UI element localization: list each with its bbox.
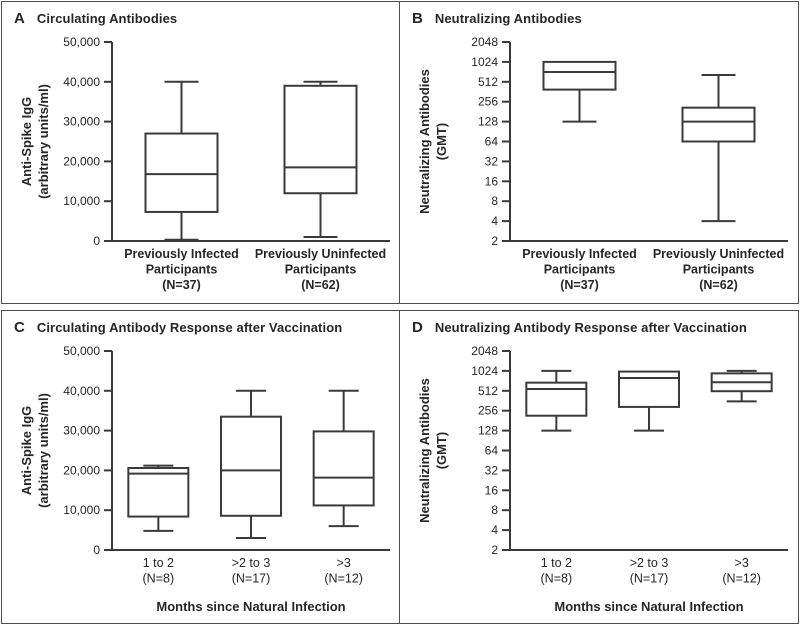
y-axis-label: (GMT) [434,432,449,470]
iqr-box [127,467,190,518]
panel-a-header: A Circulating Antibodies [2,2,399,32]
panel-b-letter: B [412,10,423,27]
category-label: 1 to 2 [541,556,572,570]
panel-a: A Circulating Antibodies 0 10,000 20,000 30… [1,1,400,304]
iqr-box [144,132,219,213]
iqr-box [312,430,375,507]
category-label: (N=12) [722,572,761,586]
category-label: (N=8) [143,572,175,586]
category-label: >3 [735,556,749,570]
category-label: (N=17) [630,572,669,586]
panel-b: B Neutralizing Antibodies 2 4 8 16 32 64 128 25… [400,1,799,304]
y-tick-label: 1024 [471,364,498,378]
category-label: Previously Uninfected [653,247,784,261]
y-tick-label: 128 [478,115,498,129]
y-tick-label: 10,000 [63,194,100,208]
y-axis-label: (arbitrary units/ml) [36,84,51,199]
panel-d: D Neutralizing Antibody Response after V… [400,310,799,624]
panel-c: C Circulating Antibody Response after Va… [1,310,400,624]
panel-c-header: C Circulating Antibody Response after Va… [2,311,399,341]
panel-b-boxplot: 2 4 8 16 32 64 128 256 512 1024 2048 Neutralizing A… [417,35,788,292]
y-tick-label: 50,000 [63,35,100,49]
panel-d-title: Neutralizing Antibody Response after Vac… [434,320,747,335]
y-axis-label: Neutralizing Antibodies [417,69,432,214]
y-tick-label: 256 [478,95,498,109]
y-tick-label: 40,000 [63,75,100,89]
y-axis-label: (GMT) [434,123,449,161]
panel-b-header: B Neutralizing Antibodies [400,2,798,32]
category-label: (N=37) [162,278,201,292]
iqr-box [283,84,358,195]
y-axis-label: Neutralizing Antibodies [417,378,432,523]
y-tick-label: 512 [478,384,498,398]
panel-d-header: D Neutralizing Antibody Response after V… [400,311,798,341]
y-axis-label: (arbitrary units/ml) [36,393,51,508]
iqr-box [525,381,588,417]
y-tick-label: 32 [485,463,499,477]
iqr-box [618,370,680,408]
category-label: (N=17) [232,572,271,586]
y-tick-label: 50,000 [63,344,100,358]
y-tick-label: 30,000 [63,424,100,438]
y-tick-label: 16 [485,174,499,188]
y-tick-label: 40,000 [63,384,100,398]
y-tick-label: 128 [478,424,498,438]
iqr-box [220,415,282,517]
category-label: >2 to 3 [630,556,669,570]
y-tick-label: 8 [491,503,498,517]
category-label: 1 to 2 [143,556,174,570]
y-tick-label: 2048 [471,35,498,49]
panel-d-boxplot: 2 4 8 16 32 64 128 256 512 1024 2048 Neutralizing A… [417,344,788,614]
category-label: (N=12) [324,572,363,586]
y-tick-label: 512 [478,75,498,89]
panel-d-letter: D [412,319,423,336]
y-tick-label: 4 [491,214,498,228]
y-tick-label: 32 [485,154,499,168]
y-tick-label: 256 [478,404,498,418]
panel-a-letter: A [14,10,25,27]
y-tick-label: 2 [491,543,498,557]
panel-a-boxplot: 0 10,000 20,000 30,000 40,000 50,000 Anti-Spik… [19,35,390,292]
category-label: Participants [146,263,218,277]
y-tick-label: 0 [93,543,100,557]
panel-a-title: Circulating Antibodies [36,11,178,26]
category-label: (N=62) [699,278,738,292]
category-label: Previously Infected [124,247,239,261]
category-label: Previously Infected [522,247,637,261]
y-tick-label: 20,000 [63,463,100,477]
y-tick-label: 20,000 [63,154,100,168]
category-label: >3 [337,556,351,570]
category-label: Participants [285,263,357,277]
y-tick-label: 8 [491,194,498,208]
panel-c-letter: C [14,319,25,336]
y-tick-label: 16 [485,483,499,497]
y-tick-label: 30,000 [63,115,100,129]
panel-b-title: Neutralizing Antibodies [434,11,582,26]
iqr-box [681,106,756,143]
x-axis-title: Months since Natural Infection [554,599,743,614]
category-label: Participants [683,263,755,277]
y-tick-label: 1024 [471,55,498,69]
y-axis-label: Anti-Spike IgG [19,97,34,187]
panel-c-boxplot: 0 10,000 20,000 30,000 40,000 50,000 Anti-Spik… [19,344,390,614]
y-tick-label: 0 [93,234,100,248]
y-tick-label: 64 [485,135,499,149]
y-tick-label: 2048 [471,344,498,358]
category-label: (N=37) [560,278,599,292]
y-tick-label: 64 [485,444,499,458]
category-label: >2 to 3 [232,556,271,570]
category-label: (N=8) [541,572,573,586]
panel-c-title: Circulating Antibody Response after Vacc… [36,320,343,335]
category-label: Previously Uninfected [255,247,386,261]
x-axis-title: Months since Natural Infection [156,599,345,614]
y-tick-label: 4 [491,523,498,537]
iqr-box [542,60,617,91]
category-label: Participants [544,263,616,277]
y-axis-label: Anti-Spike IgG [19,406,34,496]
y-tick-label: 2 [491,234,498,248]
category-label: (N=62) [301,278,340,292]
y-tick-label: 10,000 [63,503,100,517]
